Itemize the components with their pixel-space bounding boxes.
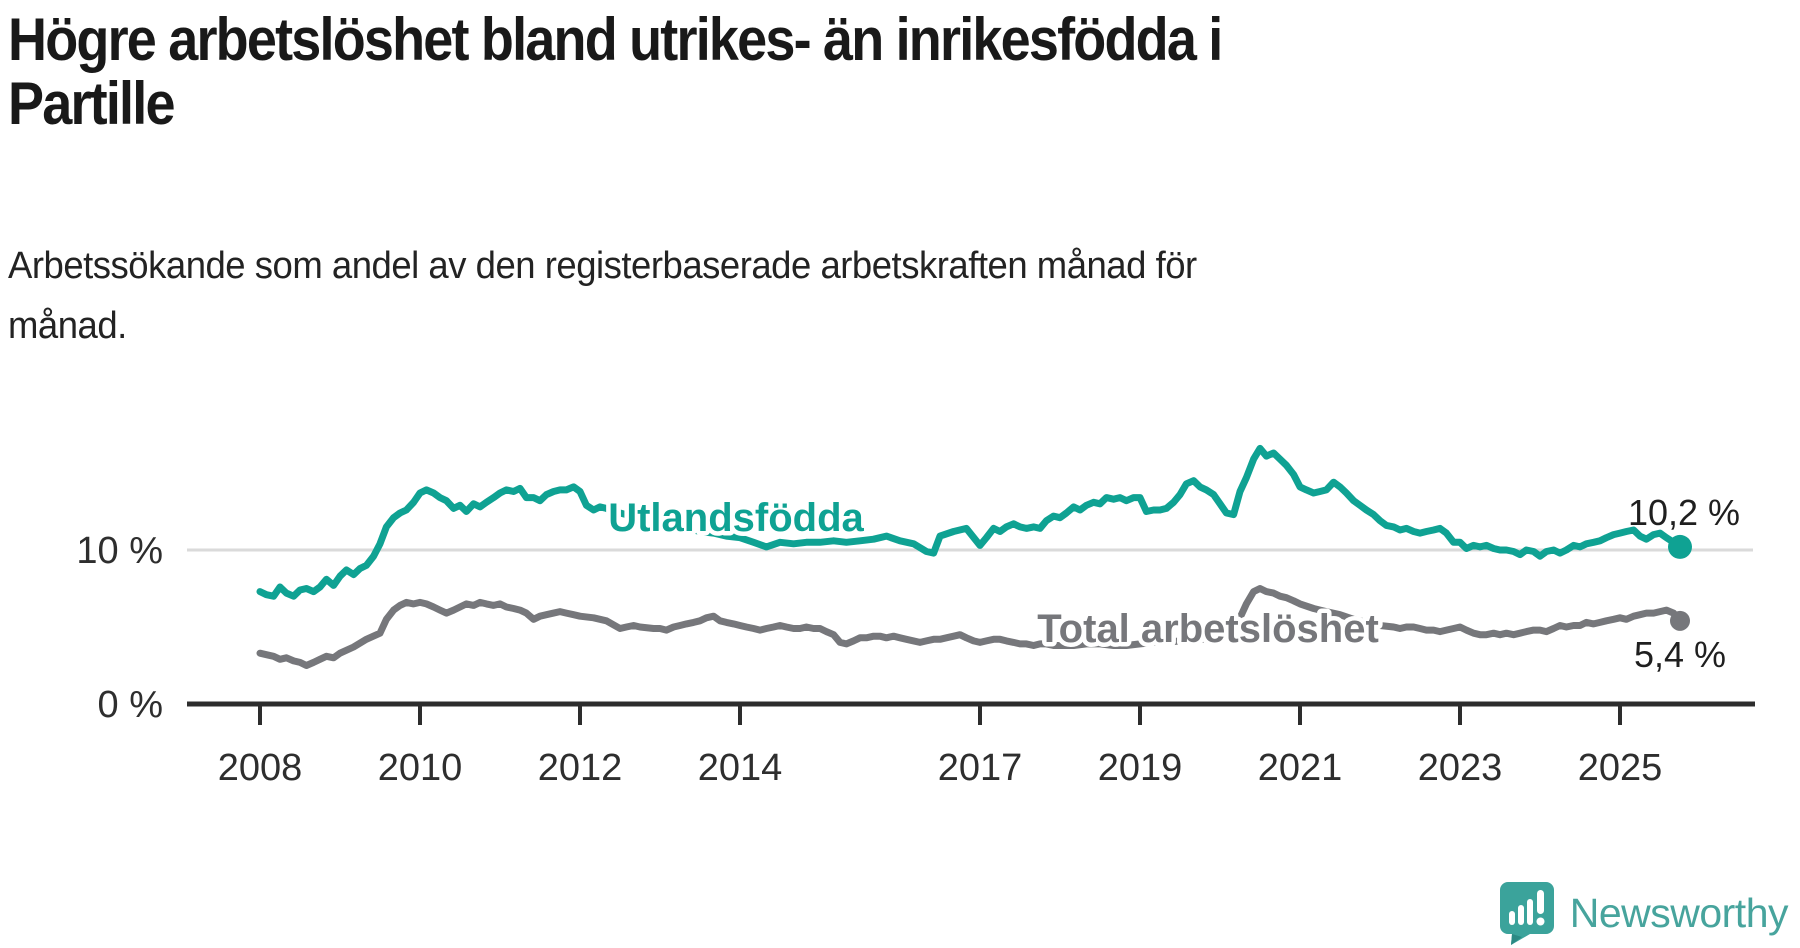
y-tick-label-0: 0 % — [98, 684, 163, 726]
x-tick-label-2017: 2017 — [938, 747, 1023, 789]
chart-title-line-1: Högre arbetslöshet bland utrikes- än inr… — [8, 6, 1223, 73]
y-tick-label-10: 10 % — [76, 530, 163, 572]
chart-subtitle-line-2: månad. — [8, 305, 127, 347]
series-end-dot-total — [1670, 610, 1690, 631]
series-line-total — [256, 585, 1684, 669]
x-tick-label-2014: 2014 — [698, 747, 783, 789]
series-end-dot-utlandsfodda — [1668, 534, 1692, 559]
x-tick-label-2019: 2019 — [1098, 747, 1183, 789]
x-tick-label-2021: 2021 — [1258, 747, 1343, 789]
end-value-label-utlandsfodda: 10,2 % — [1628, 492, 1740, 533]
chart-title: Högre arbetslöshet bland utrikes- än inr… — [8, 8, 1412, 136]
newsworthy-logo-icon — [1498, 880, 1556, 946]
chart-subtitle: Arbetssökande som andel av den registerb… — [8, 236, 1506, 356]
chart-subtitle-line-1: Arbetssökande som andel av den registerb… — [8, 245, 1197, 287]
x-tick-label-2008: 2008 — [218, 747, 303, 789]
chart-title-line-2: Partille — [8, 70, 175, 137]
x-tick-label-2023: 2023 — [1418, 747, 1503, 789]
newsworthy-logo-text: Newsworthy — [1569, 889, 1789, 936]
x-tick-label-2025: 2025 — [1578, 747, 1663, 789]
end-value-label-total: 5,4 % — [1634, 634, 1726, 675]
series-line-utlandsfodda — [256, 444, 1684, 600]
x-tick-label-2012: 2012 — [538, 747, 623, 789]
x-tick-label-2010: 2010 — [378, 747, 463, 789]
newsworthy-logo: Newsworthy — [1498, 880, 1789, 946]
series-label-utlandsfodda: Utlandsfödda — [608, 496, 864, 540]
series-label-total: Total arbetslöshet — [1037, 607, 1379, 651]
